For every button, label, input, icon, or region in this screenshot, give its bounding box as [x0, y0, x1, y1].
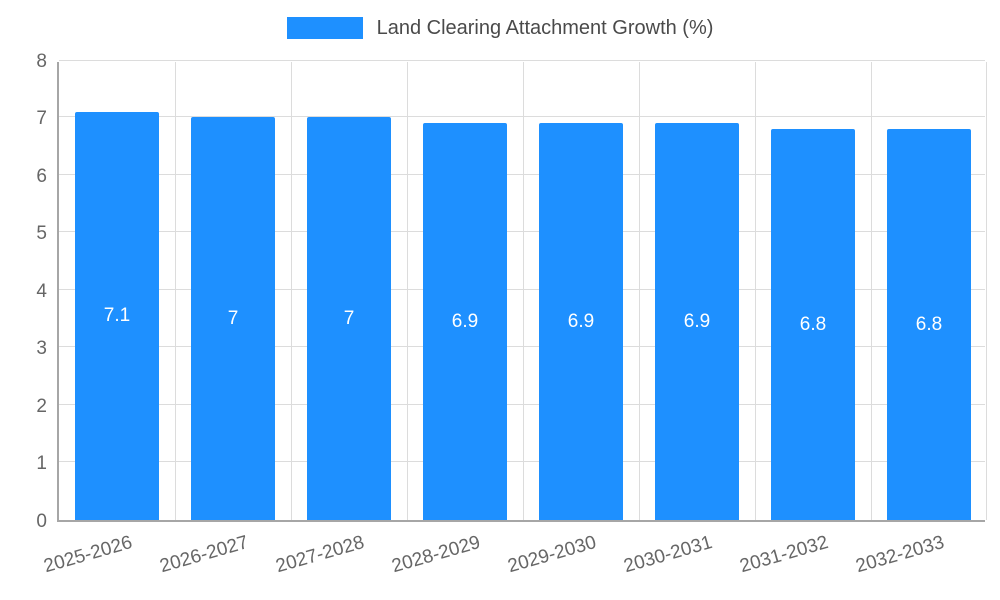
bar-value-label: 6.8 — [915, 313, 943, 335]
y-tick-label: 3 — [36, 338, 47, 359]
h-gridline — [59, 231, 985, 232]
v-gridline — [175, 62, 176, 520]
chart-legend[interactable]: Land Clearing Attachment Growth (%) — [0, 16, 1000, 40]
x-tick-label: 2025-2026 — [41, 532, 135, 578]
y-tick-label: 2 — [36, 396, 47, 417]
y-tick-label: 6 — [36, 166, 47, 187]
y-tick-label: 7 — [36, 108, 47, 129]
v-gridline — [871, 62, 872, 520]
bar-2028-2029: 6.9 — [423, 123, 507, 520]
v-gridline — [407, 62, 408, 520]
bar-2025-2026: 7.1 — [75, 112, 159, 520]
h-gridline — [59, 174, 985, 175]
bar-2031-2032: 6.8 — [771, 129, 855, 520]
bar-2030-2031: 6.9 — [655, 123, 739, 520]
x-tick-label: 2026-2027 — [157, 532, 251, 578]
y-tick-label: 5 — [36, 223, 47, 244]
v-gridline — [523, 62, 524, 520]
h-gridline — [59, 346, 985, 347]
bar-value-label: 6.9 — [451, 310, 479, 332]
x-axis-tick-labels: 2025-2026 2026-2027 2027-2028 2028-2029 2029… — [42, 524, 985, 600]
y-axis-tick-labels: 0 1 2 3 4 5 6 7 8 — [0, 51, 47, 532]
v-gridline — [755, 62, 756, 520]
bar-value-label: 7 — [227, 307, 239, 329]
y-tick-label: 8 — [36, 51, 47, 72]
v-gridline — [291, 62, 292, 520]
bar-2026-2027: 7 — [191, 117, 275, 520]
bar-value-label: 6.9 — [683, 310, 711, 332]
bar-value-label: 6.9 — [567, 310, 595, 332]
legend-label: Land Clearing Attachment Growth (%) — [376, 17, 714, 39]
bar-value-label: 7 — [343, 307, 355, 329]
x-tick-label: 2027-2028 — [273, 532, 367, 578]
v-gridline — [639, 62, 640, 520]
h-gridline — [59, 461, 985, 462]
x-tick-label: 2030-2031 — [621, 532, 715, 578]
v-gridline — [986, 62, 987, 520]
x-tick-label: 2032-2033 — [853, 532, 947, 578]
y-tick-label: 1 — [36, 453, 47, 474]
h-gridline — [59, 404, 985, 405]
y-tick-label: 0 — [36, 511, 47, 532]
plot-area: 7.1 7 7 6.9 6.9 6.9 6.8 6.8 — [57, 60, 987, 522]
legend-swatch — [286, 17, 363, 39]
h-gridline — [59, 60, 985, 61]
bar-2029-2030: 6.9 — [539, 123, 623, 520]
x-tick-label: 2029-2030 — [505, 532, 599, 578]
h-gridline — [59, 289, 985, 290]
bar-value-label: 6.8 — [799, 313, 827, 335]
y-tick-label: 4 — [36, 281, 47, 302]
bar-2032-2033: 6.8 — [887, 129, 971, 520]
x-tick-label: 2028-2029 — [389, 532, 483, 578]
bar-2027-2028: 7 — [307, 117, 391, 520]
bar-value-label: 7.1 — [103, 305, 131, 326]
h-gridline — [59, 116, 985, 117]
x-tick-label: 2031-2032 — [737, 532, 831, 578]
